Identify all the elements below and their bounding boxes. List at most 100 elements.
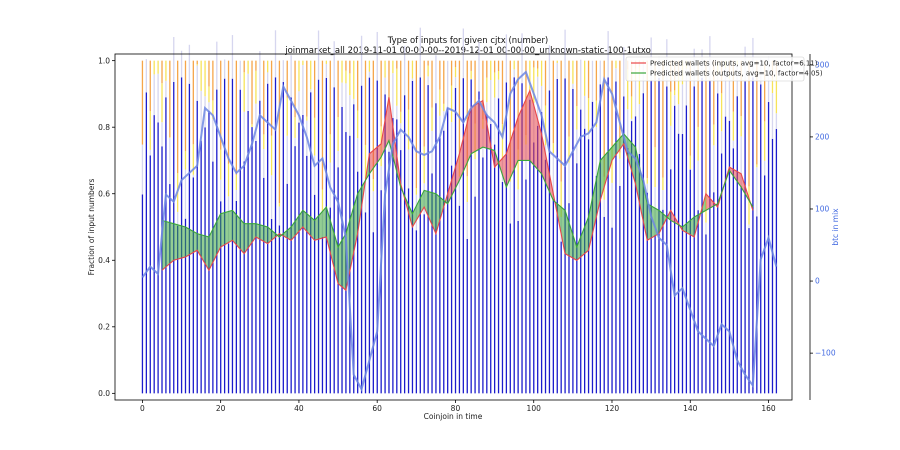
- bar-70-orange: [415, 60, 418, 189]
- bar-33-yellow: [270, 135, 273, 176]
- fill-segment-19: [381, 97, 389, 158]
- bar-74-yellow: [431, 107, 433, 131]
- bar-9-blue: [177, 225, 179, 394]
- bar-64-lavender: [392, 73, 394, 119]
- bar-81-lavender: [458, 176, 461, 206]
- bar-27-lavender: [247, 73, 249, 111]
- bar-73-blue: [427, 85, 429, 394]
- bar-121-lavender: [615, 68, 617, 82]
- bar-88-blue: [486, 113, 488, 394]
- fill-segment-25: [447, 153, 460, 204]
- bar-14-lavender: [196, 65, 198, 101]
- bar-43-blue: [310, 92, 312, 394]
- bar-122-blue: [619, 185, 621, 394]
- bar-131-blue: [654, 234, 656, 394]
- bar-135-blue: [670, 169, 672, 394]
- bar-31-orange: [263, 60, 265, 135]
- y-tick-label-5: 1.0: [98, 56, 110, 65]
- bar-37-orange: [286, 60, 288, 98]
- bar-33-lavender: [270, 175, 273, 219]
- bar-70-blue: [415, 230, 418, 394]
- bar-150-blue: [728, 120, 731, 394]
- bar-142-orange: [697, 60, 699, 127]
- bar-121-blue: [615, 81, 617, 394]
- bar-96-blue: [517, 220, 519, 394]
- bar-69-blue: [411, 80, 414, 394]
- x-tick-label-1: 20: [216, 404, 226, 413]
- bar-33-orange: [270, 60, 273, 136]
- bar-131-orange: [654, 60, 656, 148]
- bar-13-blue: [192, 177, 194, 394]
- bar-42-yellow: [306, 116, 308, 121]
- bar-7-blue: [169, 184, 171, 394]
- bar-61-orange: [380, 60, 382, 127]
- bar-88-lavender: [486, 102, 488, 114]
- bar-57-yellow: [364, 144, 367, 180]
- bar-11-yellow: [184, 151, 187, 170]
- bar-159-yellow: [764, 121, 766, 161]
- bar-161-blue: [771, 138, 774, 394]
- x-tick-label-0: 0: [140, 404, 145, 413]
- bar-70-yellow: [415, 188, 418, 195]
- bar-38-blue: [290, 97, 292, 394]
- bar-0-blue: [141, 194, 144, 394]
- bar-106-yellow: [556, 60, 558, 63]
- bar-1-blue: [145, 92, 148, 394]
- bar-73-yellow: [427, 65, 429, 77]
- bar-107-yellow: [560, 181, 562, 217]
- bar-162-lavender: [775, 113, 778, 130]
- bar-147-lavender: [717, 74, 719, 94]
- bar-83-blue: [466, 238, 468, 394]
- bar-14-orange: [196, 60, 198, 65]
- bar-103-orange: [544, 60, 547, 106]
- bar-15-lavender: [200, 90, 202, 141]
- bar-13-orange: [192, 60, 194, 145]
- bar-55-lavender: [357, 138, 359, 172]
- y2-tick-label-1: 0: [815, 277, 820, 286]
- bar-109-orange: [568, 60, 570, 137]
- bar-30-lavender: [259, 51, 261, 101]
- bar-24-blue: [235, 200, 238, 394]
- bar-82-blue: [462, 78, 464, 394]
- bar-142-blue: [697, 210, 699, 394]
- fill-segment-47: [705, 193, 718, 211]
- bar-6-yellow: [165, 60, 167, 81]
- y2-tick-label-2: 100: [815, 205, 830, 214]
- bar-22-orange: [227, 60, 230, 164]
- bar-7-yellow: [169, 137, 171, 138]
- bar-117-blue: [599, 84, 601, 394]
- bar-18-orange: [212, 60, 214, 101]
- bar-92-yellow: [501, 124, 504, 160]
- series-line-1: [161, 133, 754, 249]
- bar-115-blue: [591, 101, 594, 394]
- y-tick-label-2: 0.4: [98, 256, 110, 265]
- bar-126-lavender: [634, 80, 637, 117]
- bar-73-lavender: [427, 76, 429, 86]
- bar-120-orange: [611, 60, 613, 146]
- x-tick-label-8: 160: [761, 404, 776, 413]
- bar-147-blue: [717, 93, 719, 394]
- bar-22-yellow: [227, 163, 230, 197]
- bar-94-lavender: [509, 181, 511, 224]
- bar-111-blue: [576, 163, 578, 394]
- bar-91-blue: [497, 98, 500, 394]
- bar-85-blue: [474, 196, 476, 394]
- bar-133-orange: [662, 60, 664, 178]
- bar-113-blue: [584, 128, 586, 394]
- bar-84-yellow: [470, 70, 472, 79]
- bar-68-yellow: [407, 109, 410, 150]
- bar-66-yellow: [400, 111, 402, 124]
- bar-53-lavender: [349, 95, 351, 136]
- bar-129-blue: [646, 192, 648, 394]
- bar-85-orange: [474, 60, 476, 124]
- bar-99-yellow: [529, 60, 531, 97]
- bar-44-yellow: [313, 117, 316, 156]
- bar-116-blue: [595, 175, 598, 394]
- bar-50-orange: [337, 60, 339, 118]
- bar-146-orange: [713, 60, 715, 125]
- bar-125-yellow: [630, 96, 633, 119]
- bar-84-orange: [470, 60, 472, 71]
- bar-139-blue: [685, 105, 688, 394]
- fill-segment-27: [471, 100, 483, 154]
- bar-16-yellow: [204, 60, 206, 97]
